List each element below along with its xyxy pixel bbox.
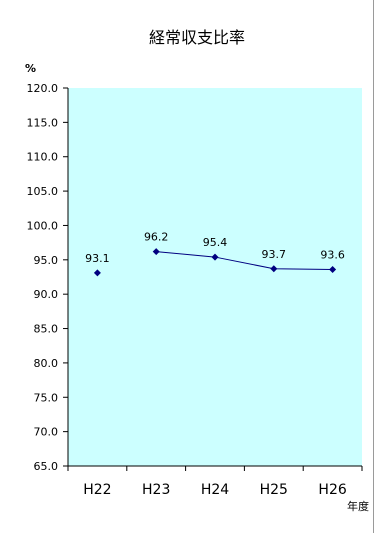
y-tick-label: 120.0 [27, 82, 59, 95]
x-tick-label: H22 [83, 482, 111, 498]
y-tick-label: 80.0 [34, 357, 59, 370]
series-line [156, 251, 333, 270]
y-tick-label: 75.0 [34, 391, 59, 404]
data-label: 95.4 [203, 236, 228, 249]
plot-area: 120.0 115.0 110.0 105.0 100.0 95.0 90.0 85.0 80.… [27, 82, 363, 498]
data-label: 93.6 [320, 248, 345, 261]
data-label: 93.7 [262, 248, 287, 261]
chart-title: 経常収支比率 [149, 28, 245, 47]
data-point-marker [93, 269, 101, 277]
y-tick-label: 85.0 [34, 323, 59, 336]
x-tick-label: H24 [201, 482, 229, 498]
y-tick-label: 105.0 [27, 185, 59, 198]
y-tick-label: 65.0 [34, 460, 59, 473]
y-axis-unit: % [25, 62, 36, 75]
x-tick-label: H23 [142, 482, 170, 498]
data-point-marker [211, 253, 219, 261]
y-tick-label: 70.0 [34, 426, 59, 439]
data-point-marker [152, 248, 160, 256]
x-tick-label: H25 [260, 482, 288, 498]
data-label: 96.2 [144, 231, 169, 244]
y-tick-label: 90.0 [34, 288, 59, 301]
y-tick-label: 95.0 [34, 254, 59, 267]
x-axis-unit: 年度 [347, 499, 369, 513]
data-point-marker [270, 265, 278, 273]
y-tick-label: 115.0 [27, 116, 59, 129]
y-tick-label: 100.0 [27, 219, 59, 232]
y-tick-label: 110.0 [27, 151, 59, 164]
data-point-marker [329, 265, 337, 273]
data-label: 93.1 [85, 252, 110, 265]
x-tick-label: H26 [318, 482, 346, 498]
plot-background [68, 88, 362, 466]
